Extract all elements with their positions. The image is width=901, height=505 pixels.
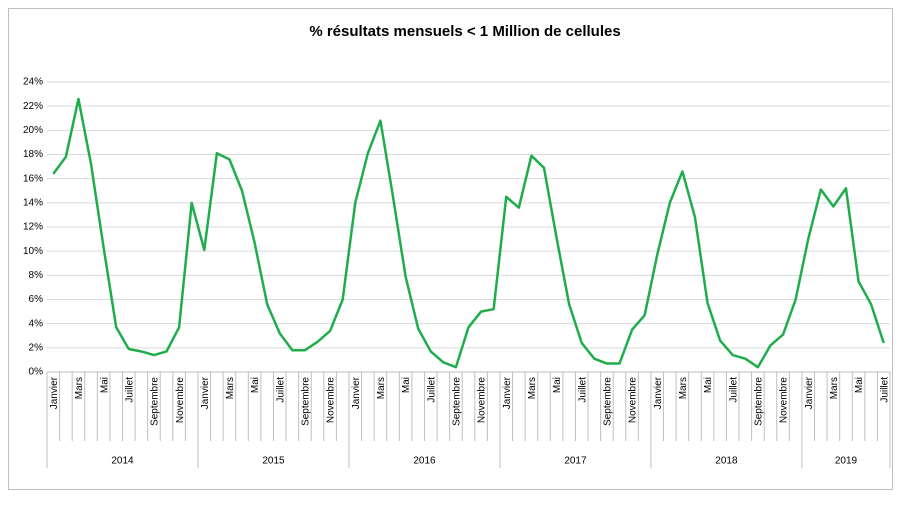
x-tick-label: Janvier (653, 376, 664, 409)
chart-title: % résultats mensuels < 1 Million de cell… (309, 23, 620, 40)
x-tick-label: Juillet (879, 377, 890, 403)
y-tick-label: 14% (23, 197, 43, 208)
x-tick-label: Mars (74, 377, 85, 399)
x-tick-label: Septembre (150, 377, 161, 426)
x-tick-label: Mars (678, 377, 689, 399)
x-tick-label: Septembre (452, 377, 463, 426)
x-tick-label: Novembre (628, 377, 639, 424)
x-tick-label: Mars (527, 377, 538, 399)
group-label: 2016 (413, 456, 436, 467)
x-tick-label: Mars (376, 377, 387, 399)
group-label: 2019 (835, 456, 858, 467)
y-tick-label: 12% (23, 222, 43, 233)
x-tick-label: Mai (250, 377, 261, 393)
x-tick-label: Novembre (779, 377, 790, 424)
y-tick-label: 24% (23, 77, 43, 88)
x-tick-label: Mai (99, 377, 110, 393)
data-line (52, 97, 885, 369)
y-tick-label: 0% (29, 367, 44, 378)
x-tick-label: Novembre (326, 377, 337, 424)
group-label: 2015 (262, 456, 285, 467)
x-tick-label: Janvier (200, 376, 211, 409)
y-tick-label: 10% (23, 246, 43, 257)
y-tick-label: 18% (23, 149, 43, 160)
x-tick-label: Janvier (804, 376, 815, 409)
y-tick-label: 20% (23, 125, 43, 136)
y-tick-label: 16% (23, 173, 43, 184)
y-tick-label: 8% (29, 270, 44, 281)
group-label: 2017 (564, 456, 587, 467)
x-tick-label: Septembre (603, 377, 614, 426)
x-tick-label: Juillet (426, 377, 437, 403)
group-label: 2014 (111, 456, 134, 467)
x-tick-label: Juillet (577, 377, 588, 403)
x-tick-label: Janvier (351, 376, 362, 409)
x-tick-label: Juillet (275, 377, 286, 403)
chart-frame (8, 8, 893, 490)
x-tick-label: Juillet (124, 377, 135, 403)
x-tick-label: Mars (829, 377, 840, 399)
y-tick-label: 2% (29, 342, 44, 353)
x-tick-label: Janvier (49, 376, 60, 409)
y-tick-label: 6% (29, 294, 44, 305)
group-label: 2018 (715, 456, 738, 467)
x-tick-label: Juillet (728, 377, 739, 403)
x-tick-label: Mai (703, 377, 714, 393)
x-tick-label: Septembre (301, 377, 312, 426)
x-tick-label: Janvier (502, 376, 513, 409)
x-tick-label: Mai (854, 377, 865, 393)
x-tick-label: Mai (552, 377, 563, 393)
y-tick-label: 22% (23, 101, 43, 112)
y-tick-label: 4% (29, 318, 44, 329)
x-tick-label: Novembre (477, 377, 488, 424)
x-tick-label: Mars (225, 377, 236, 399)
x-tick-label: Septembre (754, 377, 765, 426)
x-tick-label: Mai (401, 377, 412, 393)
x-tick-label: Novembre (175, 377, 186, 424)
